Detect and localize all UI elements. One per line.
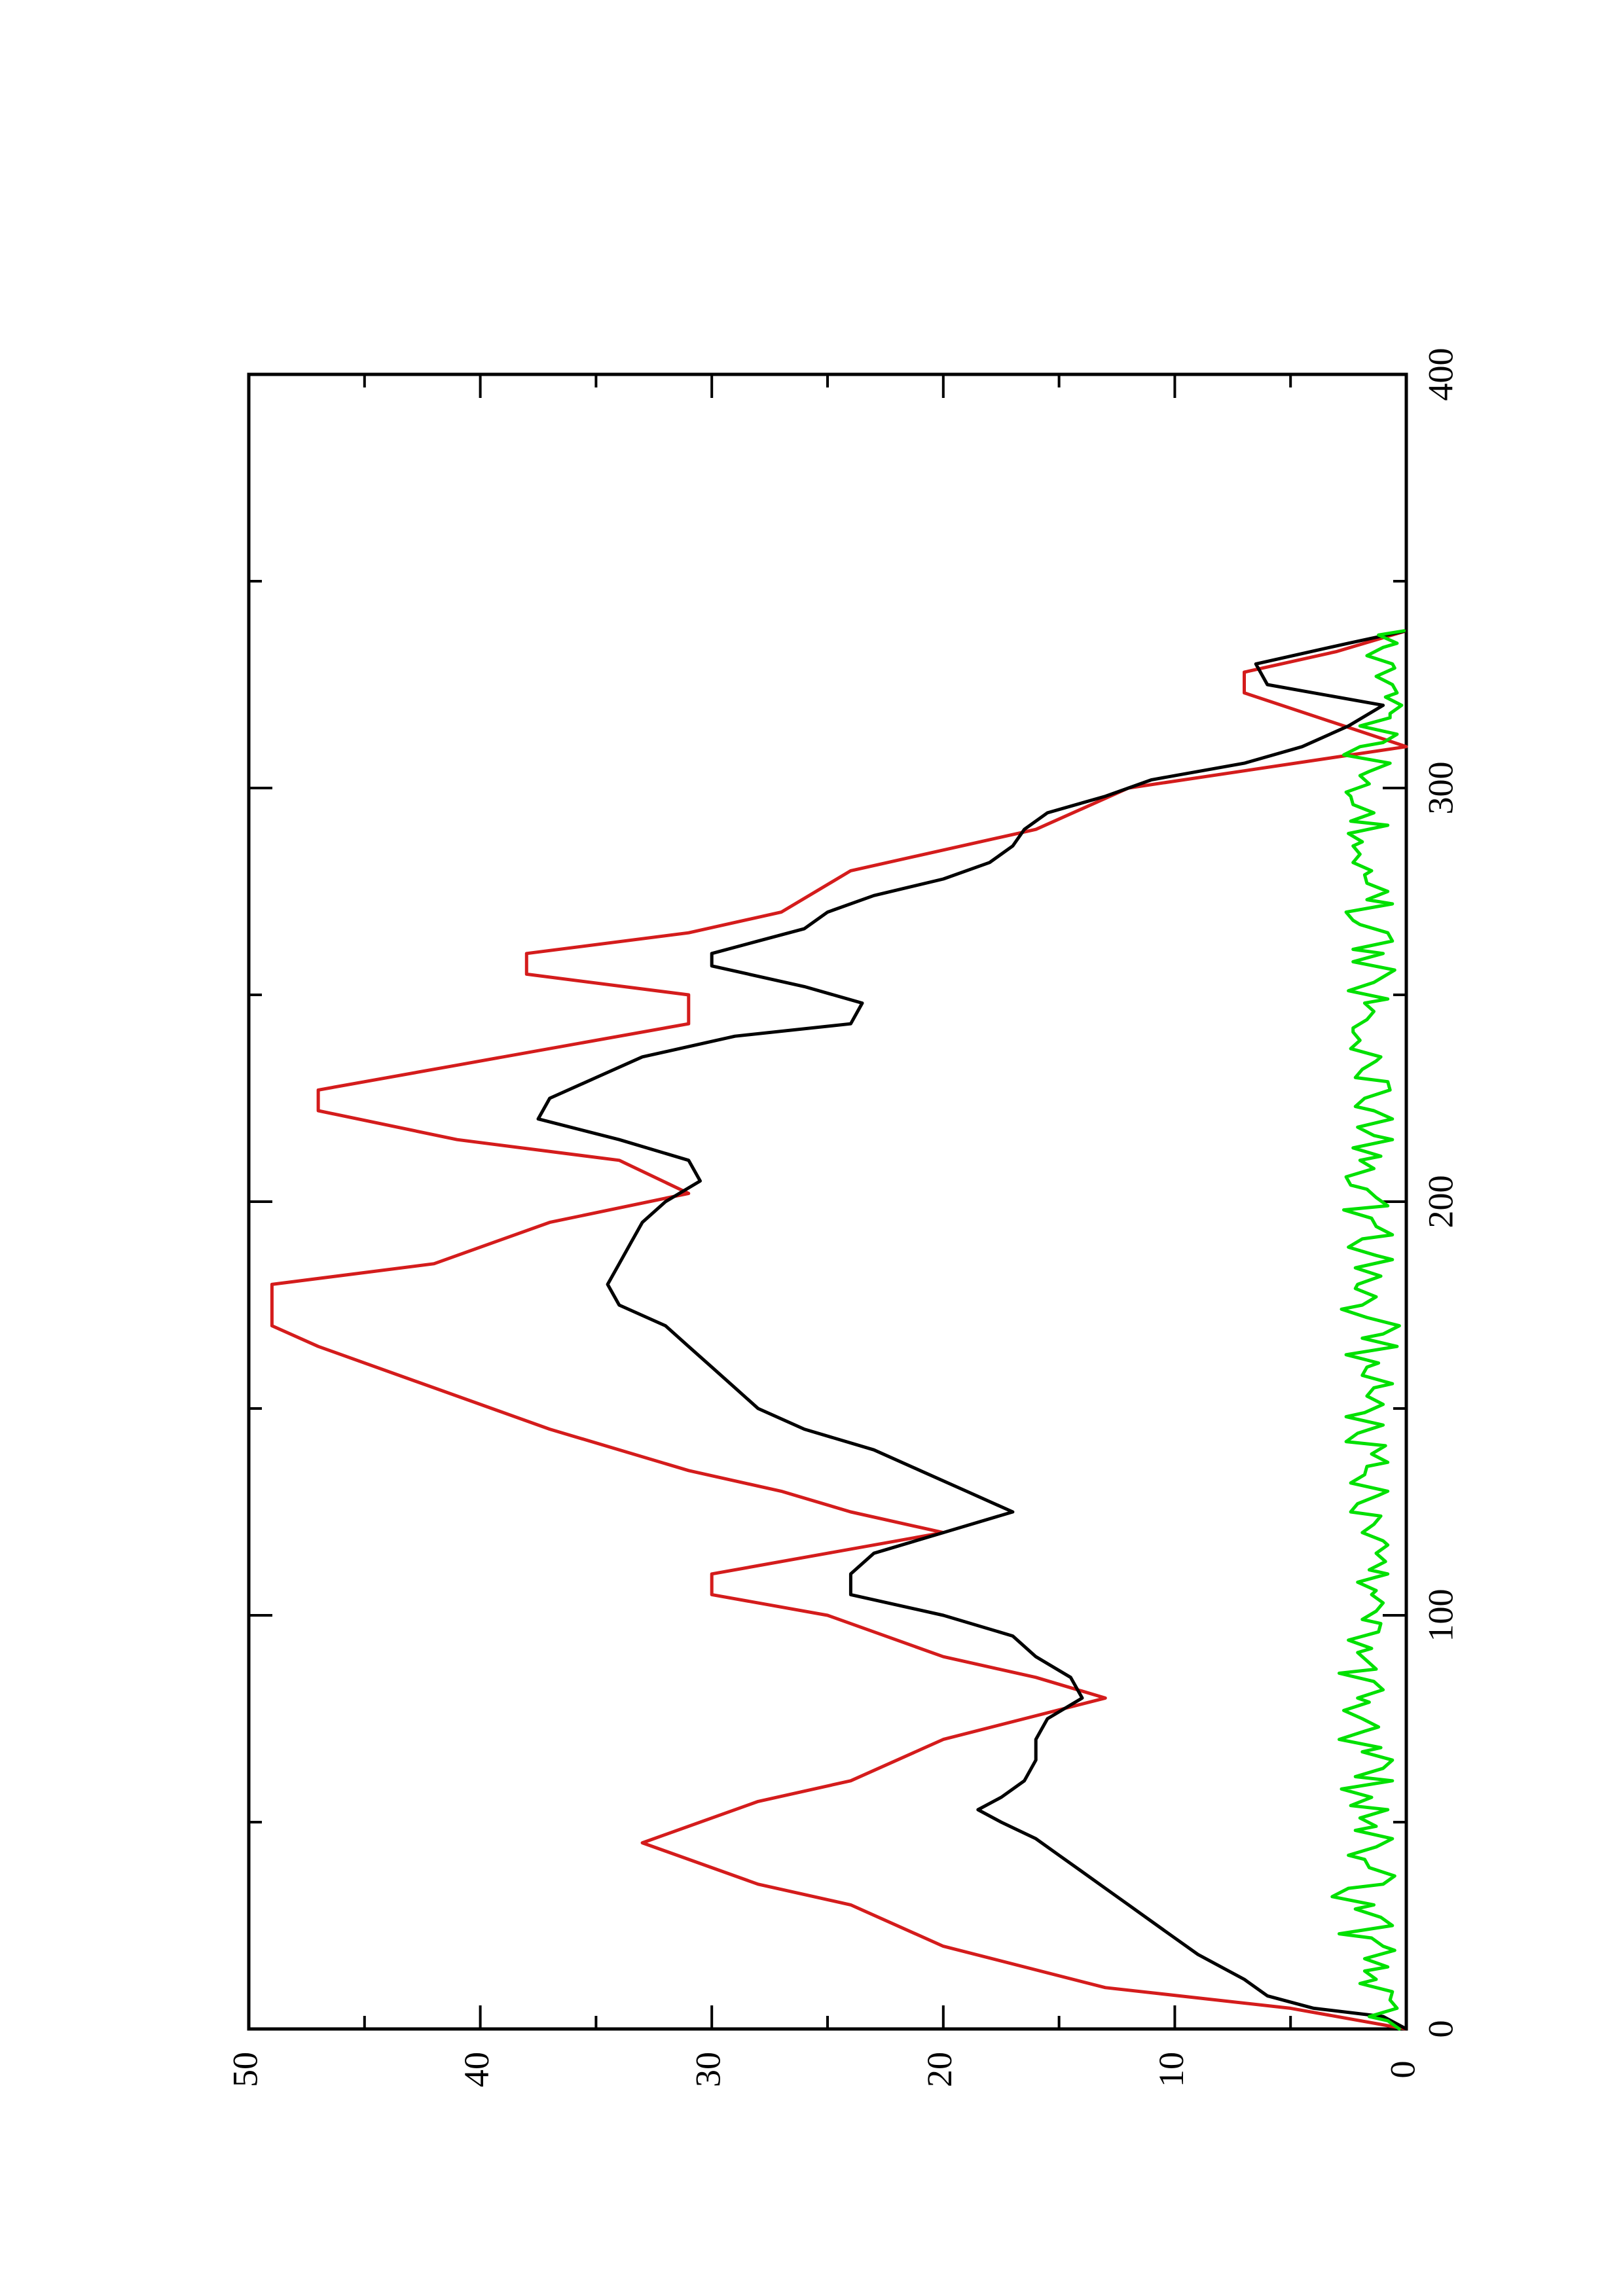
y-tick-label: 30 <box>689 2052 728 2087</box>
x-tick-label: 100 <box>1421 1589 1460 1642</box>
y-tick-label: 50 <box>225 2052 264 2087</box>
tick-labels-group: 0 100 200 300 400 0 10 20 30 40 50 <box>225 348 1460 2088</box>
y-tick-label: 0 <box>1383 2061 1422 2079</box>
y-tick-label: 40 <box>457 2052 496 2087</box>
y-tick-label: 20 <box>920 2052 959 2087</box>
series-black-line <box>536 629 1408 2031</box>
plot-area: 0 100 200 300 400 0 10 20 30 40 50 <box>225 348 1460 2088</box>
x-tick-label: 0 <box>1421 2020 1460 2038</box>
x-tick-label: 300 <box>1421 762 1460 815</box>
ticks-group <box>247 373 1408 2030</box>
series-red-line <box>270 629 1408 2031</box>
x-tick-label: 400 <box>1421 348 1460 401</box>
x-tick-label: 200 <box>1421 1175 1460 1229</box>
series-group <box>270 629 1408 2031</box>
series-green-line <box>1330 629 1406 2031</box>
y-tick-label: 10 <box>1152 2052 1191 2087</box>
